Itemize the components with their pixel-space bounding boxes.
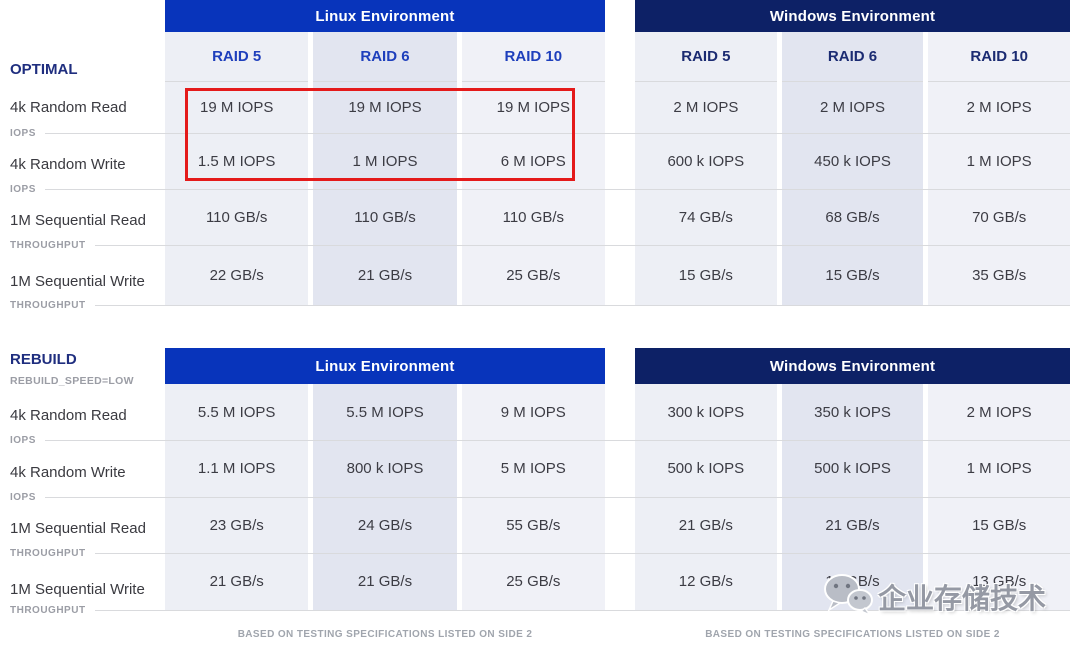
linux-environment-header-rebuild: Linux Environment: [165, 348, 605, 384]
footer-note-linux: BASED ON TESTING SPECIFICATIONS LISTED O…: [237, 629, 533, 640]
value-cell: 2 M IOPS: [966, 403, 1032, 421]
value-cell: 500 k IOPS: [814, 460, 891, 477]
value-cell: 2 M IOPS: [966, 99, 1032, 116]
value-cell: 21 GB/s: [678, 516, 733, 534]
value-cell: 1.1 M IOPS: [197, 460, 276, 477]
value-cell: 450 k IOPS: [814, 152, 891, 170]
value-cell: 110 GB/s: [205, 208, 268, 226]
value-cell: 15 GB/s: [972, 516, 1027, 534]
raid5-column: RAID 5 19 M IOPS 1.5 M IOPS 110 GB/s 22 …: [165, 32, 309, 306]
raid10-column: RAID 10 2 M IOPS 1 M IOPS 70 GB/s 35 GB/…: [928, 32, 1070, 306]
value-cell: 35 GB/s: [972, 267, 1027, 284]
row-unit-label: IOPS: [10, 183, 36, 195]
row-label: 1M Sequential Write: [10, 273, 145, 290]
value-cell: 15 GB/s: [678, 267, 733, 284]
raid6-column: RAID 6 2 M IOPS 450 k IOPS 68 GB/s 15 GB…: [781, 32, 924, 306]
linux-rebuild-table: 5.5 M IOPS 1.1 M IOPS 23 GB/s 21 GB/s 5.…: [165, 384, 605, 610]
raid5-column: 300 k IOPS 500 k IOPS 21 GB/s 12 GB/s: [635, 384, 777, 610]
value-cell: 19 M IOPS: [496, 99, 570, 116]
value-cell: 19 M IOPS: [348, 99, 422, 116]
value-cell: 25 GB/s: [506, 573, 561, 590]
value-cell: 800 k IOPS: [346, 460, 424, 477]
value-cell: 24 GB/s: [357, 516, 413, 534]
value-cell: 6 M IOPS: [500, 152, 566, 170]
column-header-raid10: RAID 10: [461, 32, 605, 82]
value-cell: 15 GB/s: [825, 267, 880, 284]
value-cell: 22 GB/s: [209, 267, 264, 284]
raid6-column: 5.5 M IOPS 800 k IOPS 24 GB/s 21 GB/s: [313, 384, 457, 610]
row-label: 1M Sequential Write: [10, 581, 145, 598]
column-header-raid5: RAID 5: [635, 32, 777, 82]
row-unit-label: IOPS: [10, 491, 36, 503]
value-cell: 74 GB/s: [678, 208, 733, 226]
column-header-raid6: RAID 6: [781, 32, 924, 82]
value-cell: 21 GB/s: [357, 573, 413, 590]
value-cell: 500 k IOPS: [667, 460, 745, 477]
raid6-column: RAID 6 19 M IOPS 1 M IOPS 110 GB/s 21 GB…: [313, 32, 457, 306]
row-label: 1M Sequential Read: [10, 212, 146, 229]
value-cell: 5.5 M IOPS: [197, 403, 276, 421]
value-cell: 21 GB/s: [825, 516, 880, 534]
optimal-section-title: OPTIMAL: [10, 61, 78, 78]
windows-optimal-table: RAID 5 2 M IOPS 600 k IOPS 74 GB/s 15 GB…: [635, 32, 1070, 306]
raid10-column: 2 M IOPS 1 M IOPS 15 GB/s 13 GB/s: [928, 384, 1070, 610]
value-cell: 1 M IOPS: [966, 152, 1032, 170]
value-cell: 12 GB/s: [678, 573, 733, 590]
windows-rebuild-table: 300 k IOPS 500 k IOPS 21 GB/s 12 GB/s 35…: [635, 384, 1070, 610]
value-cell: 350 k IOPS: [814, 403, 891, 421]
value-cell: 21 GB/s: [209, 573, 264, 590]
value-cell: 2 M IOPS: [819, 99, 886, 116]
value-cell: 55 GB/s: [506, 516, 561, 534]
value-cell: 1 M IOPS: [352, 152, 418, 170]
row-unit-label: THROUGHPUT: [10, 547, 86, 559]
value-cell: 9 M IOPS: [500, 403, 566, 421]
value-cell: 68 GB/s: [825, 208, 880, 226]
row-unit-label: THROUGHPUT: [10, 299, 86, 311]
footer-note-windows: BASED ON TESTING SPECIFICATIONS LISTED O…: [705, 629, 1000, 640]
row-label: 4k Random Read: [10, 407, 127, 424]
value-cell: 600 k IOPS: [667, 152, 745, 170]
value-cell: 5.5 M IOPS: [346, 403, 424, 421]
raid6-column: 350 k IOPS 500 k IOPS 21 GB/s 12 GB/s: [781, 384, 924, 610]
value-cell: 2 M IOPS: [673, 99, 739, 116]
value-cell: 1.5 M IOPS: [197, 152, 276, 170]
value-cell: 21 GB/s: [357, 267, 413, 284]
row-label: 4k Random Write: [10, 156, 126, 173]
row-label: 4k Random Read: [10, 99, 127, 116]
value-cell: 5 M IOPS: [500, 460, 566, 477]
value-cell: 1 M IOPS: [966, 460, 1032, 477]
value-cell: 110 GB/s: [354, 208, 416, 226]
value-cell: 70 GB/s: [972, 208, 1027, 226]
row-unit-label: THROUGHPUT: [10, 604, 86, 616]
value-cell: 12 GB/s: [825, 573, 880, 590]
column-header-raid5: RAID 5: [165, 32, 309, 82]
value-cell: 300 k IOPS: [667, 403, 745, 421]
raid5-column: RAID 5 2 M IOPS 600 k IOPS 74 GB/s 15 GB…: [635, 32, 777, 306]
rebuild-section-title: REBUILD: [10, 351, 77, 368]
column-header-raid10: RAID 10: [928, 32, 1070, 82]
row-unit-label: THROUGHPUT: [10, 239, 86, 251]
row-label: 1M Sequential Read: [10, 520, 146, 537]
row-label: 4k Random Write: [10, 464, 126, 481]
value-cell: 25 GB/s: [506, 267, 561, 284]
value-cell: 13 GB/s: [972, 573, 1027, 590]
linux-environment-header: Linux Environment: [165, 0, 605, 32]
value-cell: 110 GB/s: [502, 208, 565, 226]
raid5-column: 5.5 M IOPS 1.1 M IOPS 23 GB/s 21 GB/s: [165, 384, 309, 610]
raid10-column: 9 M IOPS 5 M IOPS 55 GB/s 25 GB/s: [461, 384, 605, 610]
value-cell: 19 M IOPS: [199, 99, 274, 116]
column-header-raid6: RAID 6: [313, 32, 457, 82]
value-cell: 23 GB/s: [209, 516, 264, 534]
linux-optimal-table: RAID 5 19 M IOPS 1.5 M IOPS 110 GB/s 22 …: [165, 32, 605, 306]
rebuild-section-subtitle: REBUILD_SPEED=LOW: [10, 375, 134, 387]
row-unit-label: IOPS: [10, 127, 36, 139]
row-unit-label: IOPS: [10, 434, 36, 446]
raid10-column: RAID 10 19 M IOPS 6 M IOPS 110 GB/s 25 G…: [461, 32, 605, 306]
windows-environment-header-rebuild: Windows Environment: [635, 348, 1070, 384]
windows-environment-header: Windows Environment: [635, 0, 1070, 32]
